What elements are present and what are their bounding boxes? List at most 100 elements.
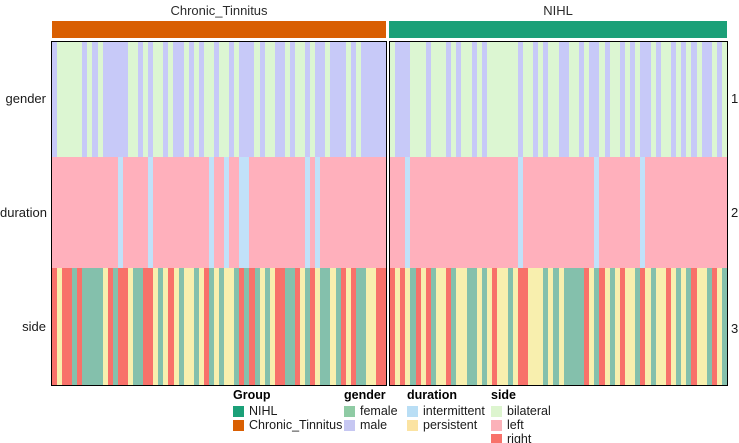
- cell-gender-male: [481, 42, 488, 157]
- cell-gender-female: [254, 42, 260, 157]
- cell-side-left: [527, 268, 544, 385]
- cell-side-left: [224, 268, 235, 385]
- cell-side-left: [345, 268, 351, 385]
- cell-side-bilateral: [609, 268, 615, 385]
- cell-gender-male: [604, 42, 610, 157]
- cell-gender-male: [681, 42, 687, 157]
- cell-gender-female: [548, 42, 559, 157]
- legend-item-bilateral: bilateral: [491, 405, 551, 417]
- legend-swatch-female: [344, 405, 355, 417]
- cell-gender-female: [522, 42, 533, 157]
- cell-side-bilateral: [553, 268, 559, 385]
- cell-side-bilateral: [594, 268, 600, 385]
- cell-side-bilateral: [466, 268, 477, 385]
- legend-swatch-chronic_tinnitus: [233, 419, 244, 431]
- cell-side-left: [456, 268, 467, 385]
- cell-gender-male: [173, 42, 184, 157]
- group-title-chronic-tinnitus: Chronic_Tinnitus: [170, 3, 268, 18]
- cell-side-bilateral: [193, 268, 199, 385]
- legend-swatch-left: [491, 419, 502, 431]
- cell-gender-male: [305, 42, 311, 157]
- legend-item-chronic_tinnitus: Chronic_Tinnitus: [233, 419, 342, 431]
- cell-duration-persistent: [213, 156, 225, 269]
- cell-gender-male: [640, 42, 651, 157]
- cell-gender-male: [330, 42, 346, 157]
- cell-side-bilateral: [507, 268, 513, 385]
- cell-duration-persistent: [249, 156, 306, 269]
- cell-gender-female: [584, 42, 590, 157]
- cell-side-bilateral: [178, 268, 184, 385]
- cell-gender-male: [578, 42, 585, 157]
- cell-side-bilateral: [305, 268, 311, 385]
- cell-side-left: [512, 268, 518, 385]
- row-label-gender: gender: [5, 91, 46, 106]
- cell-gender-female: [87, 42, 93, 157]
- cell-side-left: [163, 268, 169, 385]
- cell-gender-female: [624, 42, 631, 157]
- cell-gender-male: [239, 42, 255, 157]
- cell-side-bilateral: [481, 268, 488, 385]
- cell-gender-male: [558, 42, 569, 157]
- cell-gender-female: [599, 42, 605, 157]
- cell-gender-male: [425, 42, 431, 157]
- cell-gender-female: [660, 42, 671, 157]
- cell-gender-female: [345, 42, 351, 157]
- cell-side-bilateral: [320, 268, 331, 385]
- cell-side-right: [143, 268, 154, 385]
- cell-side-right: [107, 268, 113, 385]
- cell-gender-female: [487, 42, 518, 157]
- cell-side-right: [117, 268, 128, 385]
- cell-gender-male: [198, 42, 204, 157]
- cell-side-left: [670, 268, 677, 385]
- legend-label: left: [507, 418, 524, 432]
- cell-duration-intermittent: [305, 156, 311, 269]
- cell-gender-male: [148, 42, 154, 157]
- cell-side-right: [239, 268, 245, 385]
- cell-side-right: [203, 268, 209, 385]
- cell-gender-male: [163, 42, 169, 157]
- group-color-bar-nihl: [389, 21, 727, 38]
- cell-gender-female: [686, 42, 692, 157]
- cell-side-left: [681, 268, 687, 385]
- cell-side-left: [102, 268, 108, 385]
- cell-gender-female: [203, 42, 214, 157]
- cell-side-bilateral: [244, 268, 250, 385]
- cell-side-right: [665, 268, 671, 385]
- legend-label: intermittent: [423, 404, 485, 418]
- cell-side-left: [259, 268, 265, 385]
- cell-gender-female: [294, 42, 306, 157]
- cell-gender-female: [711, 42, 717, 157]
- cell-side-left: [645, 268, 651, 385]
- cell-gender-female: [635, 42, 641, 157]
- cell-side-right: [274, 268, 285, 385]
- cell-side-left: [173, 268, 179, 385]
- heatmap-panel-chronic-tinnitus: [51, 41, 387, 386]
- cell-side-right: [425, 268, 431, 385]
- cell-gender-female: [193, 42, 199, 157]
- heatmap-row-gender: [390, 42, 727, 157]
- row-number-2: 2: [731, 205, 739, 220]
- cell-gender-female: [153, 42, 164, 157]
- cell-duration-persistent: [390, 156, 406, 269]
- cell-side-right: [77, 268, 83, 385]
- legend-title: side: [491, 388, 517, 402]
- heatmap-panel-nihl: [389, 41, 728, 386]
- legend-item-right: right: [491, 433, 551, 443]
- cell-duration-intermittent: [405, 156, 411, 269]
- cell-gender-male: [52, 42, 58, 157]
- row-label-duration: duration: [0, 205, 47, 220]
- cell-duration-intermittent: [224, 156, 230, 269]
- cell-gender-male: [471, 42, 477, 157]
- cell-side-bilateral: [676, 268, 682, 385]
- cell-side-bilateral: [722, 268, 727, 385]
- cell-gender-male: [691, 42, 697, 157]
- cell-duration-intermittent: [517, 156, 523, 269]
- legend-title: duration: [407, 388, 457, 402]
- cell-side-right: [492, 268, 498, 385]
- legend-swatch-right: [491, 433, 502, 443]
- legend-label: persistent: [423, 418, 478, 432]
- cell-side-left: [127, 268, 133, 385]
- cell-side-bilateral: [133, 268, 144, 385]
- cell-gender-female: [264, 42, 275, 157]
